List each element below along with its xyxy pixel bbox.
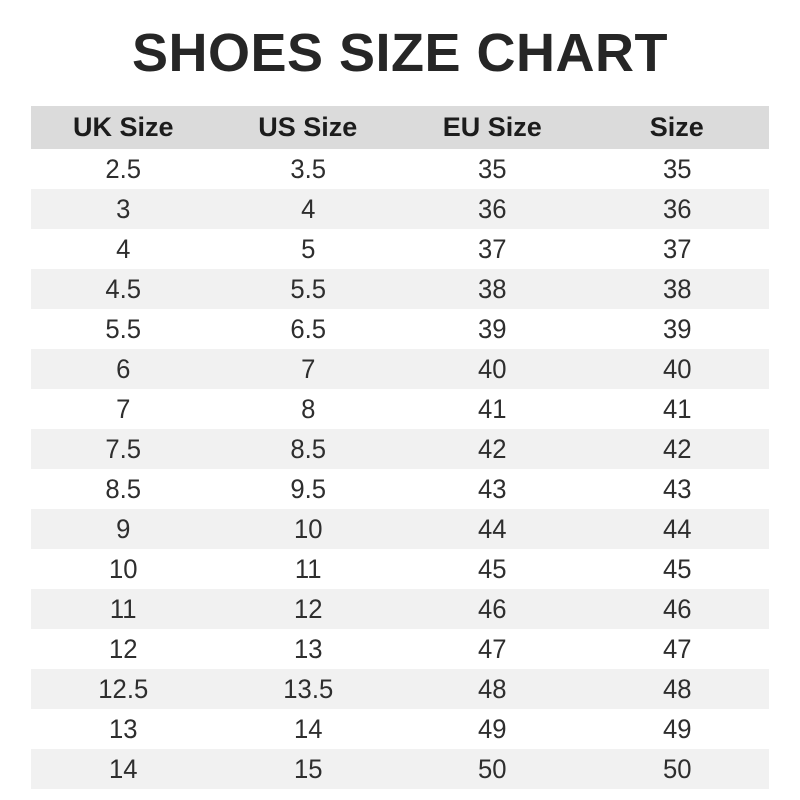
size-cell: 15 xyxy=(293,753,323,784)
table-header: UK Size US Size EU Size Size xyxy=(31,106,769,149)
size-cell: 47 xyxy=(477,633,507,664)
size-cell: 46 xyxy=(477,593,507,624)
size-cell: 44 xyxy=(477,513,507,544)
size-cell: 8 xyxy=(300,393,315,424)
column-header-size: Size xyxy=(584,106,769,149)
size-cell: 50 xyxy=(477,753,507,784)
table-row: 13 14 49 49 xyxy=(31,709,769,749)
size-cell: 9.5 xyxy=(289,473,326,504)
size-cell: 36 xyxy=(477,193,507,224)
size-cell: 45 xyxy=(477,553,507,584)
size-cell: 38 xyxy=(477,273,507,304)
size-cell: 45 xyxy=(662,553,692,584)
size-cell: 36 xyxy=(662,193,692,224)
size-cell: 12.5 xyxy=(98,673,149,704)
size-cell: 5.5 xyxy=(105,313,142,344)
header-row: UK Size US Size EU Size Size xyxy=(31,106,769,149)
size-cell: 3.5 xyxy=(289,153,326,184)
size-cell: 48 xyxy=(662,673,692,704)
size-cell: 6.5 xyxy=(289,313,326,344)
size-cell: 12 xyxy=(108,633,138,664)
size-cell: 47 xyxy=(662,633,692,664)
table-body: 2.5 3.5 35 35 3 4 36 36 4 5 37 37 4.5 5.5 38 38 5.5 6.5 39… xyxy=(31,149,769,789)
size-cell: 41 xyxy=(662,393,692,424)
size-cell: 4.5 xyxy=(105,273,142,304)
size-cell: 4 xyxy=(300,193,315,224)
table-row: 10 11 45 45 xyxy=(31,549,769,589)
size-cell: 39 xyxy=(662,313,692,344)
table-row: 5.5 6.5 39 39 xyxy=(31,309,769,349)
table-row: 4.5 5.5 38 38 xyxy=(31,269,769,309)
table-row: 9 10 44 44 xyxy=(31,509,769,549)
size-cell: 11 xyxy=(109,593,137,624)
size-cell: 2.5 xyxy=(105,153,142,184)
table-row: 4 5 37 37 xyxy=(31,229,769,269)
size-cell: 11 xyxy=(294,553,322,584)
size-cell: 49 xyxy=(477,713,507,744)
table-row: 12 13 47 47 xyxy=(31,629,769,669)
size-cell: 5 xyxy=(300,233,315,264)
size-cell: 37 xyxy=(662,233,692,264)
column-header-eu-size: EU Size xyxy=(400,106,585,149)
size-chart-table: UK Size US Size EU Size Size 2.5 3.5 35 35 3 4 36… xyxy=(31,106,769,789)
size-cell: 41 xyxy=(477,393,507,424)
table-row: 7.5 8.5 42 42 xyxy=(31,429,769,469)
table-row: 3 4 36 36 xyxy=(31,189,769,229)
size-cell: 13 xyxy=(108,713,138,744)
size-cell: 9 xyxy=(116,513,131,544)
size-cell: 43 xyxy=(477,473,507,504)
size-cell: 14 xyxy=(293,713,323,744)
size-cell: 44 xyxy=(662,513,692,544)
table-row: 14 15 50 50 xyxy=(31,749,769,789)
page-title: SHOES SIZE CHART xyxy=(131,23,669,83)
size-cell: 8.5 xyxy=(105,473,142,504)
size-cell: 14 xyxy=(108,753,138,784)
size-cell: 5.5 xyxy=(289,273,326,304)
size-cell: 6 xyxy=(116,353,131,384)
size-cell: 13 xyxy=(293,633,323,664)
size-cell: 8.5 xyxy=(289,433,326,464)
size-cell: 40 xyxy=(477,353,507,384)
table-row: 11 12 46 46 xyxy=(31,589,769,629)
size-cell: 40 xyxy=(662,353,692,384)
column-header-uk-size: UK Size xyxy=(31,106,216,149)
table-row: 6 7 40 40 xyxy=(31,349,769,389)
size-cell: 3 xyxy=(116,193,131,224)
size-cell: 35 xyxy=(662,153,692,184)
size-cell: 38 xyxy=(662,273,692,304)
column-header-us-size: US Size xyxy=(215,106,400,149)
size-cell: 10 xyxy=(108,553,138,584)
size-cell: 7 xyxy=(116,393,131,424)
size-cell: 12 xyxy=(293,593,323,624)
table-row: 2.5 3.5 35 35 xyxy=(31,149,769,189)
size-cell: 49 xyxy=(662,713,692,744)
size-cell: 35 xyxy=(477,153,507,184)
size-cell: 10 xyxy=(293,513,323,544)
size-cell: 37 xyxy=(477,233,507,264)
size-cell: 42 xyxy=(477,433,507,464)
size-chart-container: UK Size US Size EU Size Size 2.5 3.5 35 35 3 4 36… xyxy=(31,106,769,789)
table-row: 7 8 41 41 xyxy=(31,389,769,429)
size-cell: 43 xyxy=(662,473,692,504)
size-cell: 46 xyxy=(662,593,692,624)
size-cell: 48 xyxy=(477,673,507,704)
size-cell: 39 xyxy=(477,313,507,344)
size-cell: 4 xyxy=(116,233,131,264)
size-cell: 50 xyxy=(662,753,692,784)
size-cell: 7 xyxy=(300,353,315,384)
table-row: 12.5 13.5 48 48 xyxy=(31,669,769,709)
table-row: 8.5 9.5 43 43 xyxy=(31,469,769,509)
size-cell: 7.5 xyxy=(105,433,142,464)
size-cell: 42 xyxy=(662,433,692,464)
size-cell: 13.5 xyxy=(282,673,333,704)
